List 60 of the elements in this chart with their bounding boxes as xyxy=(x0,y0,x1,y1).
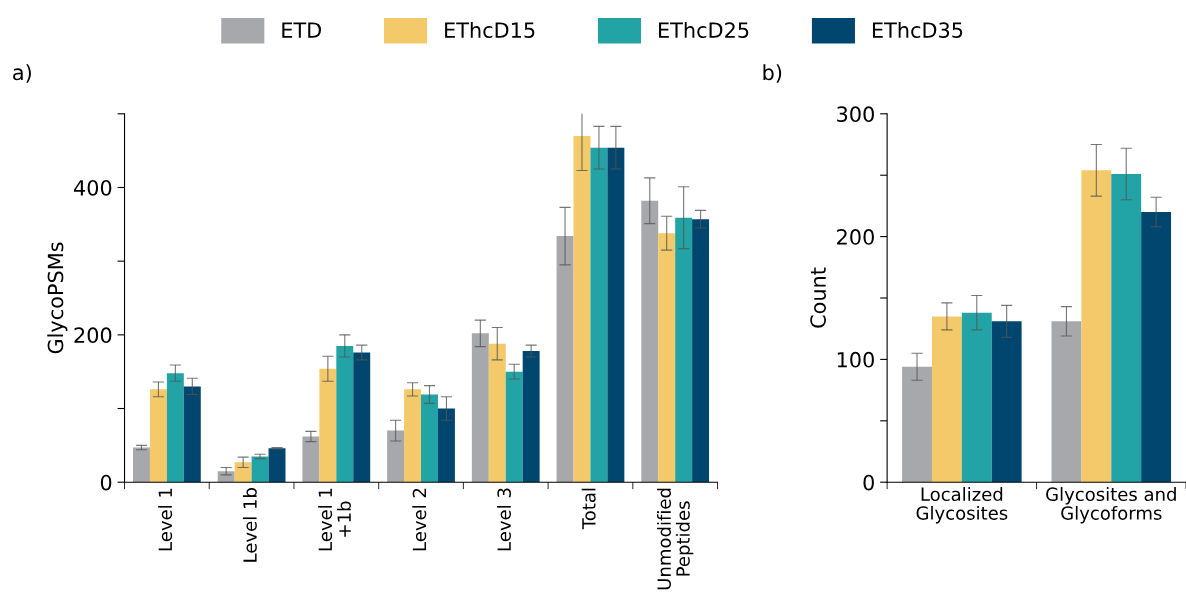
x-tick-label: Total xyxy=(581,488,596,530)
bar xyxy=(607,147,625,483)
x-tick-label: Localized Glycosites xyxy=(916,487,1008,524)
x-tick-label: Level 3 xyxy=(497,488,511,551)
x-tick-label: Level 1 +1b xyxy=(318,488,351,551)
x-tick-label: Unmodified Peptides xyxy=(657,488,694,590)
y-tick-label: 200 xyxy=(74,327,112,344)
bar xyxy=(488,343,506,483)
bar xyxy=(991,321,1022,483)
bar xyxy=(692,219,710,483)
bar xyxy=(1081,170,1112,483)
text: b) xyxy=(763,64,782,83)
bar xyxy=(353,352,371,483)
bar xyxy=(319,368,337,483)
bar xyxy=(437,408,455,483)
bar xyxy=(471,333,489,483)
bar xyxy=(251,456,269,483)
legend-label: EThcD35 xyxy=(872,21,963,38)
x-tick-label: Level 1 xyxy=(158,488,173,551)
bar xyxy=(133,447,150,483)
x-tick-label: Level 1b xyxy=(242,488,257,562)
bar xyxy=(931,316,962,483)
x-tick-label: Level 2 xyxy=(412,488,427,551)
bar xyxy=(961,312,992,483)
y-tick-label: 0 xyxy=(863,474,874,491)
bar xyxy=(590,147,608,483)
bar xyxy=(573,135,591,483)
bar xyxy=(166,373,184,483)
bar xyxy=(556,236,574,483)
bar xyxy=(505,371,523,483)
bar xyxy=(641,200,659,483)
bar xyxy=(522,351,540,483)
bar xyxy=(217,471,235,483)
bar xyxy=(658,233,676,483)
y-tick-label: 400 xyxy=(73,179,112,196)
y-axis-title: Count xyxy=(810,267,826,328)
bar xyxy=(149,389,167,483)
bar xyxy=(404,389,422,483)
bar xyxy=(421,394,438,483)
bar xyxy=(1141,212,1172,483)
y-tick-label: 100 xyxy=(837,351,874,368)
y-tick-label: 0 xyxy=(100,474,112,491)
bar xyxy=(387,430,405,483)
bar xyxy=(183,386,201,483)
legend-label: ETD xyxy=(282,22,321,38)
y-tick-label: 300 xyxy=(837,106,874,123)
bar xyxy=(1051,321,1082,483)
bar xyxy=(268,448,286,483)
bar xyxy=(675,217,693,483)
y-axis-title: GlycoPSMs xyxy=(47,242,68,354)
x-tick-label: Glycosites and Glycoforms xyxy=(1046,487,1176,524)
text: a) xyxy=(13,64,31,83)
bar xyxy=(1111,173,1142,483)
bar xyxy=(234,462,252,483)
legend-label: EThcD25 xyxy=(659,21,749,38)
legend-label: EThcD15 xyxy=(445,21,535,38)
bar xyxy=(336,345,354,483)
y-tick-label: 200 xyxy=(837,229,874,245)
bar xyxy=(902,366,932,483)
bar xyxy=(302,436,320,483)
